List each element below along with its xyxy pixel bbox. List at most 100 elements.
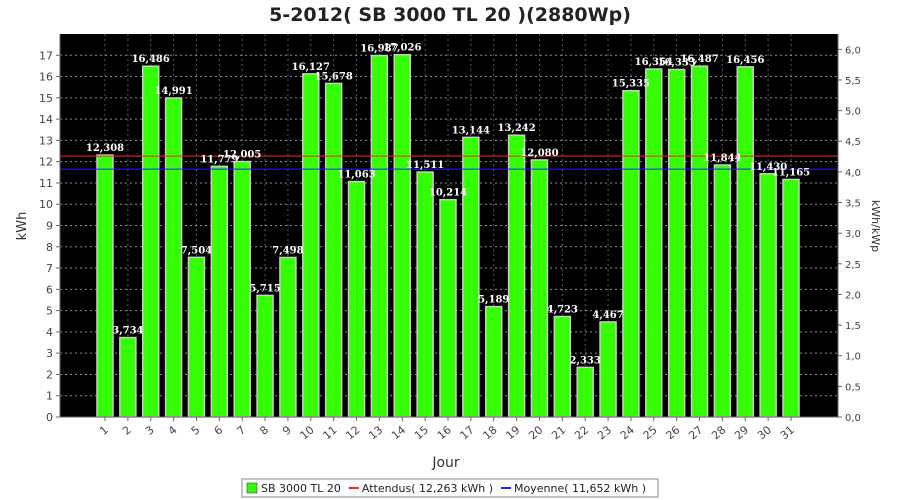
bar (462, 136, 480, 418)
bar (690, 65, 709, 418)
y-tick-label: 14 (39, 113, 53, 126)
data-label: 10,214 (429, 188, 467, 199)
data-label: 16,987 (360, 44, 398, 55)
x-tick-label: 2 (120, 423, 134, 437)
data-label: 11,844 (703, 153, 741, 164)
y-tick-label: 10 (39, 198, 53, 211)
x-tick-label: 12 (343, 423, 362, 442)
x-tick-label: 1 (97, 423, 111, 437)
y2-tick-label: 0,5 (845, 382, 861, 393)
x-tick-label: 18 (481, 423, 500, 442)
y-axis-label: kWh (15, 212, 30, 241)
x-tick-label: 8 (257, 423, 271, 437)
data-label: 5,715 (249, 283, 280, 294)
y-tick-label: 6 (46, 283, 53, 296)
bar (324, 82, 343, 418)
x-tick-label: 9 (280, 423, 294, 437)
y-tick-label: 3 (46, 347, 53, 360)
y-tick-label: 5 (46, 305, 53, 318)
data-label: 7,504 (181, 245, 212, 256)
y2-tick-label: 3,5 (845, 199, 861, 210)
data-label: 12,005 (223, 150, 261, 161)
bar (279, 256, 297, 418)
y2-tick-label: 2,0 (845, 290, 861, 301)
x-tick-label: 10 (298, 423, 317, 442)
legend-item: Moyenne( 11,652 kWh ) (514, 482, 646, 495)
legend-swatch (246, 482, 258, 494)
legend-item: SB 3000 TL 20 (261, 482, 341, 495)
x-tick-label: 11 (321, 423, 340, 442)
y2-tick-label: 1,5 (845, 321, 861, 332)
bar (645, 68, 663, 418)
x-axis-label: Jour (431, 455, 460, 471)
y-tick-label: 0 (46, 411, 53, 424)
data-label: 15,335 (612, 79, 650, 90)
bar (576, 366, 594, 418)
data-label: 11,165 (772, 167, 810, 178)
bar (759, 173, 777, 418)
x-tick-label: 26 (664, 423, 683, 442)
bar (736, 66, 755, 418)
legend-item: Attendus( 12,263 kWh ) (362, 482, 493, 495)
bar (256, 294, 274, 418)
y-tick-label: 16 (39, 71, 53, 84)
bar (187, 256, 206, 418)
y2-tick-label: 5,0 (845, 107, 861, 118)
bar (96, 154, 114, 418)
x-tick-label: 4 (166, 423, 180, 437)
x-tick-label: 13 (366, 423, 385, 442)
data-label: 16,486 (132, 54, 170, 65)
bars (96, 53, 800, 418)
y-tick-label: 9 (46, 220, 53, 233)
y-tick-label: 1 (46, 390, 53, 403)
data-label: 12,080 (520, 148, 558, 159)
data-label: 4,723 (547, 305, 578, 316)
bar (782, 178, 800, 418)
x-tick-label: 30 (755, 423, 774, 442)
x-tick-label: 29 (732, 423, 751, 442)
data-labels: 12,308 3,734 16,486 14,991 7,504 11,77912,005… (86, 43, 810, 367)
bar (439, 198, 457, 418)
bar (530, 159, 549, 418)
data-label: 16,127 (292, 62, 330, 73)
x-tick-label: 20 (526, 423, 545, 442)
bar (416, 171, 434, 418)
data-label: 13,242 (497, 123, 535, 134)
x-tick-label: 31 (778, 423, 797, 442)
bar (553, 315, 572, 418)
data-label: 12,308 (86, 143, 124, 154)
bar (210, 165, 229, 418)
y2-axis-label: kWh/kWp (869, 200, 882, 252)
y-tick-label: 4 (46, 326, 53, 339)
y-tick-label: 7 (46, 262, 53, 275)
data-label: 2,333 (570, 355, 601, 366)
y2-tick-label: 0,0 (845, 413, 861, 424)
x-tick-label: 28 (709, 423, 728, 442)
x-tick-label: 21 (549, 423, 568, 442)
reference-lines (60, 155, 838, 170)
x-tick-label: 3 (143, 423, 157, 437)
chart-title: 5-2012( SB 3000 TL 20 )(2880Wp) (269, 4, 631, 26)
x-tick-label: 22 (572, 423, 591, 442)
x-tick-label: 24 (618, 423, 637, 442)
x-tick-label: 7 (234, 423, 248, 437)
bar (141, 65, 160, 418)
data-label: 16,333 (658, 57, 696, 68)
bar (713, 164, 732, 418)
legend-box (241, 478, 659, 498)
data-label: 13,144 (452, 125, 490, 136)
data-label: 17,026 (383, 43, 421, 54)
y-tick-label: 17 (39, 49, 53, 62)
y2-tick-label: 1,0 (845, 352, 861, 363)
y-tick-label: 11 (39, 177, 53, 190)
y2-tick-label: 3,0 (845, 229, 861, 240)
y-tick-label: 8 (46, 241, 53, 254)
data-label: 16,354 (635, 57, 673, 68)
bar (302, 73, 320, 418)
data-label: 15,678 (315, 71, 353, 82)
y-tick-label: 12 (39, 156, 53, 169)
y-tick-label: 15 (39, 92, 53, 105)
